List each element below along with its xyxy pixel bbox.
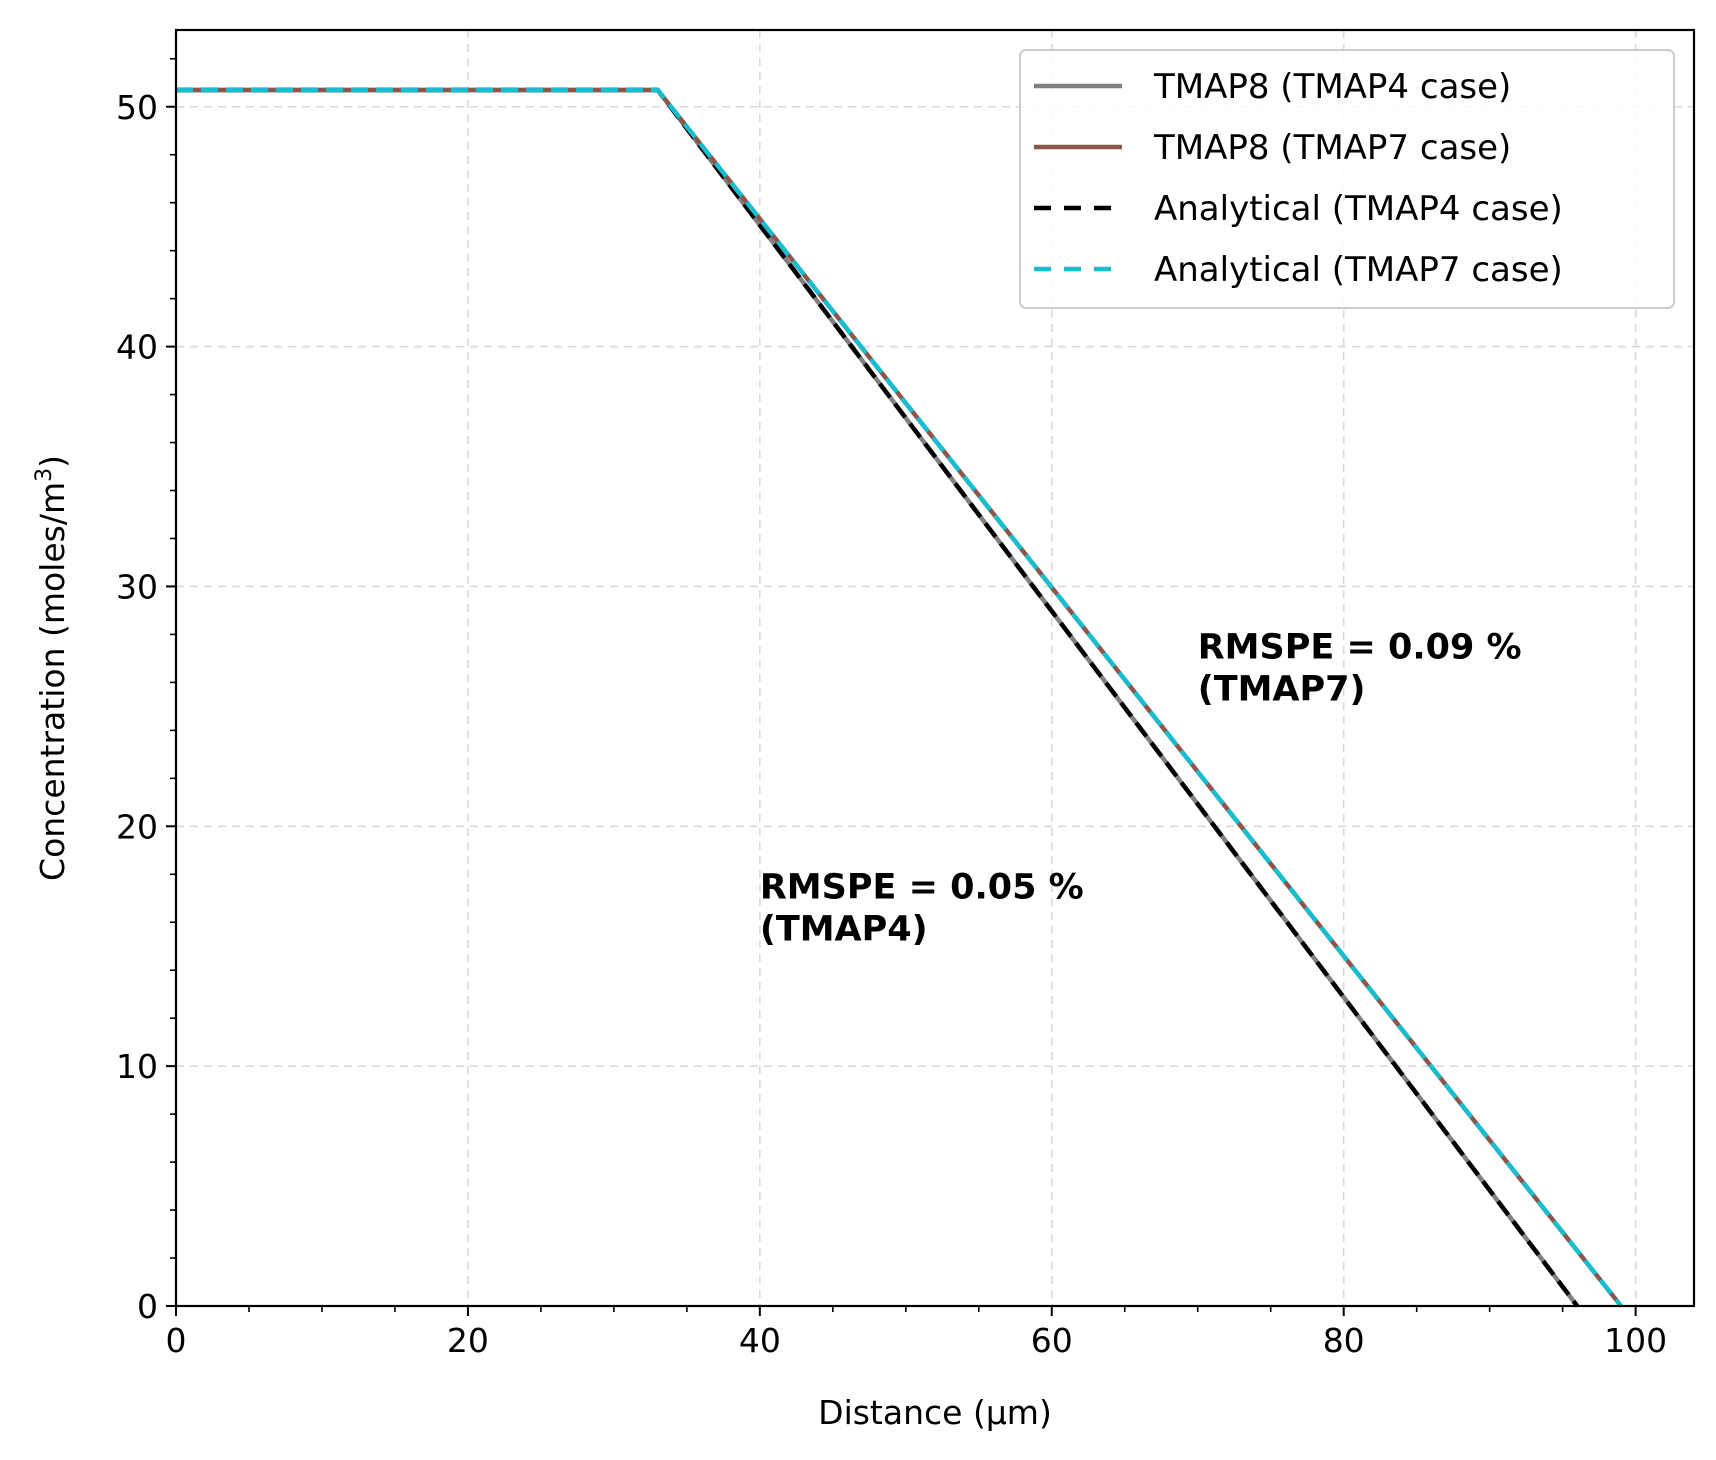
y-tick-label: 20 [116,807,158,846]
y-tick-label: 40 [116,328,158,367]
x-tick-label: 20 [447,1321,489,1360]
legend-label: TMAP8 (TMAP7 case) [1153,128,1511,168]
plot-frame [174,28,1696,1308]
x-axis-label: Distance (μm) [818,1393,1052,1432]
y-tick-label: 10 [116,1047,158,1086]
legend-label: TMAP8 (TMAP4 case) [1153,67,1511,107]
rmspe-annotation: RMSPE = 0.09 % (TMAP7) [1198,627,1522,709]
legend-item: Analytical (TMAP4 case) [1034,189,1563,229]
legend-item: Analytical (TMAP7 case) [1034,250,1563,290]
y-tick-label: 0 [137,1287,158,1326]
series-line-4 [176,87,1623,1308]
y-tick-label: 50 [116,88,158,127]
legend: TMAP8 (TMAP4 case) TMAP8 (TMAP7 case) Anal… [1019,49,1675,309]
legend-label: Analytical (TMAP7 case) [1154,250,1563,290]
y-axis-label-base: Concentration (moles/m [33,482,72,881]
axis-ticks: 0 20 40 60 80 100 0 10 20 30 40 50 [116,57,1667,1360]
legend-box [1019,49,1675,309]
x-tick-label: 100 [1604,1321,1667,1360]
legend-item: TMAP8 (TMAP4 case) [1034,67,1511,107]
y-axis-label-superscript: 3 [32,468,57,482]
legend-label: Analytical (TMAP4 case) [1154,189,1563,229]
x-tick-label: 0 [166,1321,187,1360]
annotations: RMSPE = 0.09 % (TMAP7) RMSPE = 0.05 % (TMAP… [760,627,1522,949]
legend-item: TMAP8 (TMAP7 case) [1034,128,1511,168]
rmspe-annotation: RMSPE = 0.05 % (TMAP4) [760,867,1084,949]
y-tick-label: 30 [116,567,158,606]
y-axis-label-close: ) [33,455,72,468]
y-axis-label: Concentration (moles/m3) [32,455,72,881]
series-lines [176,87,1623,1308]
x-tick-label: 60 [1031,1321,1073,1360]
x-tick-label: 40 [739,1321,781,1360]
x-tick-label: 80 [1323,1321,1365,1360]
